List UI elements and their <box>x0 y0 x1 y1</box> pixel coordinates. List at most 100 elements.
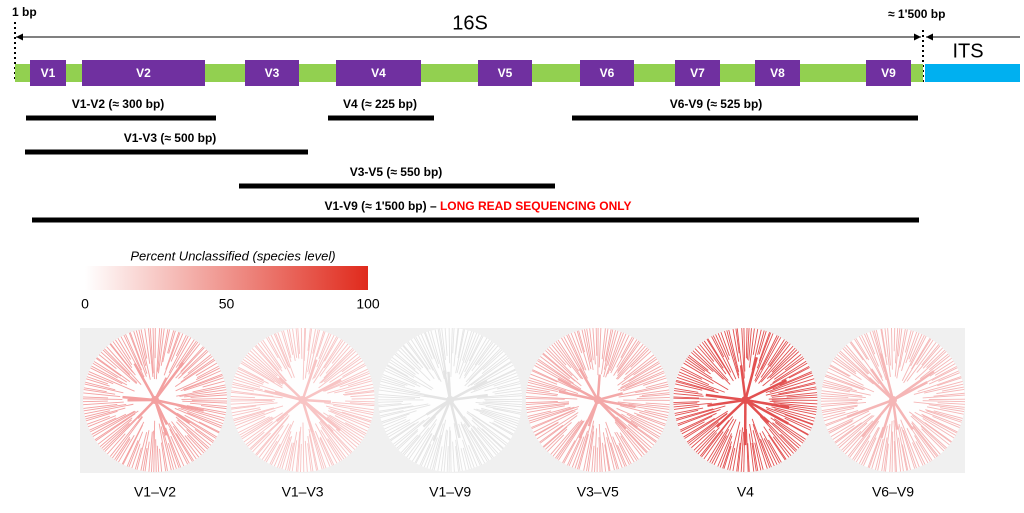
tree-branch <box>308 329 321 375</box>
tree-branch <box>473 372 517 391</box>
tree-branch <box>175 370 221 392</box>
tree-branch <box>908 411 952 443</box>
tree-branch <box>380 404 431 418</box>
region-label: V1 <box>41 66 56 80</box>
tree-branch <box>552 419 583 457</box>
tree-branch <box>249 416 285 450</box>
tree-branch <box>676 405 726 421</box>
tree-branch <box>149 328 154 374</box>
tree-branch <box>566 334 588 379</box>
tree-branch <box>911 422 939 457</box>
tree-branch <box>444 328 448 356</box>
tree-branch <box>323 412 365 439</box>
tree-branch <box>723 446 732 469</box>
tree-branch <box>784 417 811 431</box>
tree-branch <box>473 408 518 427</box>
tree-branch <box>390 359 434 389</box>
tree-branch <box>123 334 145 378</box>
tree-branch <box>842 348 869 375</box>
region-box <box>336 60 421 86</box>
tree-branch <box>732 328 740 362</box>
tree-branch <box>455 329 465 374</box>
tree-branch <box>250 413 289 451</box>
tree-branch <box>887 328 891 366</box>
tree-branch <box>576 330 590 371</box>
tree-branch <box>91 410 135 435</box>
tree-branch <box>614 420 645 456</box>
tree-branch <box>628 403 670 410</box>
tree-branch <box>327 416 363 441</box>
tree-branch <box>766 349 798 380</box>
tree-branch <box>604 329 612 362</box>
tree-branch <box>180 346 204 372</box>
tree-branch <box>875 329 883 355</box>
tree-branch <box>617 347 648 380</box>
tree-branch <box>527 381 569 393</box>
tree-branch <box>400 434 419 454</box>
tree-branch <box>627 424 655 446</box>
tree-branch <box>677 410 715 425</box>
tree-branch <box>550 421 580 455</box>
tree-branch <box>620 435 638 461</box>
tree-branch <box>180 375 223 392</box>
tree-trunk <box>870 368 895 401</box>
tree-branch <box>676 379 715 392</box>
amplicon-text: V1-V9 (≈ 1'500 bp) – <box>324 199 439 213</box>
tree-branch <box>378 389 430 398</box>
tree-branch <box>236 415 266 430</box>
tree-branch <box>325 345 351 374</box>
tree-branch <box>427 331 440 364</box>
tree-branch <box>270 335 293 379</box>
tree-branch <box>453 328 459 367</box>
tree-branch <box>326 417 361 443</box>
tree-branch <box>241 412 284 440</box>
tree-branch <box>433 419 447 471</box>
tree-branch <box>616 416 652 449</box>
tree-branch <box>464 335 484 373</box>
tree-branch <box>83 400 108 403</box>
tree-branch <box>673 402 712 408</box>
tree-branch <box>825 374 865 390</box>
tree-branch <box>398 349 431 381</box>
tree-branch <box>546 348 579 381</box>
tree-branch <box>309 420 327 469</box>
tree-branch <box>899 329 908 368</box>
amplicon-note: LONG READ SEQUENCING ONLY <box>440 199 632 213</box>
tree-branch <box>761 431 780 464</box>
tree-branch <box>922 400 965 403</box>
tree-branch <box>527 384 558 393</box>
tree-branch <box>609 333 627 371</box>
tree-branch <box>307 436 314 472</box>
region-label: V2 <box>136 66 151 80</box>
tree-branch <box>525 401 570 406</box>
tree-trunk <box>301 359 318 401</box>
tree-branch <box>391 357 416 375</box>
tree-branch <box>911 414 950 446</box>
tree-branch <box>186 429 208 450</box>
tree-branch <box>481 364 514 384</box>
tree-branch <box>921 413 958 433</box>
tree-branch <box>378 393 421 399</box>
tree-branch <box>96 357 131 383</box>
tree-branch <box>699 344 715 362</box>
tree-branch <box>231 405 257 410</box>
tree-branch <box>152 328 155 380</box>
tree-branch <box>478 403 522 411</box>
tree-branch <box>171 421 200 458</box>
tree-branch <box>760 340 787 378</box>
tree-branch <box>468 348 501 381</box>
tree-branch <box>784 356 804 371</box>
tree-branch <box>775 422 804 444</box>
tree-branch <box>85 407 126 420</box>
tree-branch <box>235 373 264 385</box>
tree-branch <box>493 420 516 432</box>
tree-branch <box>578 330 585 353</box>
tree-branch <box>311 432 323 470</box>
tree-branch <box>824 375 864 391</box>
tree-branch <box>728 329 740 373</box>
tree-branch <box>469 430 490 461</box>
tree-branch <box>821 390 863 397</box>
tree-branch <box>551 344 572 369</box>
tree-branch <box>83 387 107 393</box>
tree-branch <box>880 328 888 366</box>
